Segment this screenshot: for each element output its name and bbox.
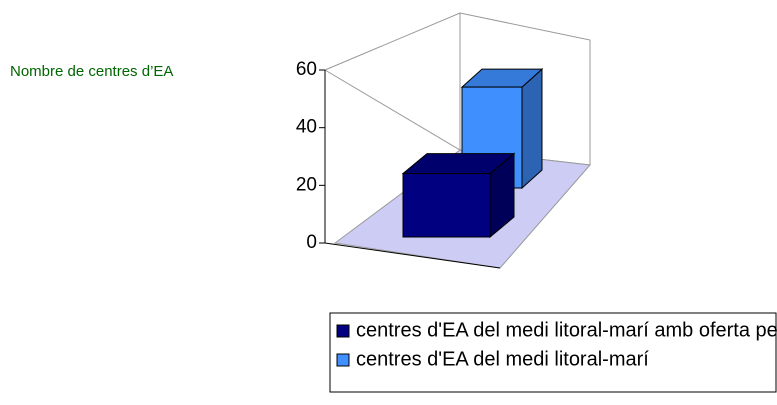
bar-top-shade <box>403 153 514 174</box>
floor-front-edge <box>324 242 501 269</box>
legend-label: centres d'EA del medi litoral-marí <box>356 348 649 370</box>
plot <box>401 67 544 239</box>
back-wall-outline <box>323 12 591 166</box>
bar-side-shade <box>522 69 542 188</box>
legend-box <box>329 312 777 393</box>
bar-front <box>402 173 491 238</box>
y-axis-label: Nombre de centres d’EA <box>10 63 173 80</box>
bar <box>401 152 516 239</box>
y-tick-label: 20 <box>296 174 317 195</box>
y-tick-label: 60 <box>296 59 317 80</box>
bar-top-shade <box>462 69 542 88</box>
legend-label: centres d'EA del medi litoral-marí amb o… <box>356 319 777 341</box>
y-tick-label: 0 <box>306 232 317 253</box>
legend-swatch <box>336 353 350 367</box>
y-tick-label: 40 <box>296 117 317 138</box>
bar-side-shade <box>490 153 514 237</box>
legend-swatch <box>336 324 350 338</box>
